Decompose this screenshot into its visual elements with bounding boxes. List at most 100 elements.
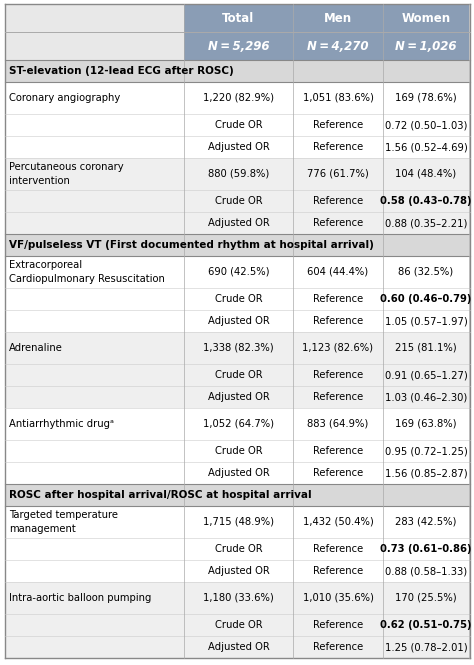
Bar: [383, 114, 469, 136]
Bar: [5, 484, 469, 506]
Bar: [293, 332, 383, 364]
Text: Adjusted OR: Adjusted OR: [208, 392, 269, 402]
Text: Targeted temperature: Targeted temperature: [9, 510, 118, 520]
Text: 0.62 (0.51–0.75): 0.62 (0.51–0.75): [380, 620, 472, 630]
Text: 0.88 (0.35–2.21): 0.88 (0.35–2.21): [385, 218, 467, 228]
Text: 0.58 (0.43–0.78): 0.58 (0.43–0.78): [380, 196, 472, 206]
Bar: [383, 582, 469, 614]
Bar: [184, 114, 293, 136]
Text: management: management: [9, 524, 76, 534]
Bar: [5, 408, 184, 440]
Bar: [5, 212, 184, 234]
Text: 1.03 (0.46–2.30): 1.03 (0.46–2.30): [385, 392, 467, 402]
Bar: [5, 234, 469, 256]
Text: Crude OR: Crude OR: [215, 620, 262, 630]
Bar: [383, 212, 469, 234]
Bar: [5, 538, 184, 560]
Text: Adjusted OR: Adjusted OR: [208, 142, 269, 152]
Bar: [383, 4, 469, 32]
Bar: [5, 332, 184, 364]
Bar: [5, 158, 184, 190]
Bar: [184, 386, 293, 408]
Text: 1,123 (82.6%): 1,123 (82.6%): [302, 343, 374, 353]
Bar: [293, 82, 383, 114]
Text: 604 (44.4%): 604 (44.4%): [308, 267, 369, 277]
Text: ROSC after hospital arrival/ROSC at hospital arrival: ROSC after hospital arrival/ROSC at hosp…: [9, 490, 311, 500]
Bar: [383, 538, 469, 560]
Text: 1,180 (33.6%): 1,180 (33.6%): [203, 593, 274, 603]
Bar: [383, 288, 469, 310]
Text: Adjusted OR: Adjusted OR: [208, 316, 269, 326]
Bar: [293, 462, 383, 484]
Text: Crude OR: Crude OR: [215, 446, 262, 456]
Bar: [184, 4, 293, 32]
Bar: [5, 636, 184, 658]
Bar: [383, 364, 469, 386]
Bar: [184, 440, 293, 462]
Bar: [293, 440, 383, 462]
Text: 1,220 (82.9%): 1,220 (82.9%): [203, 93, 274, 103]
Bar: [184, 32, 293, 60]
Bar: [184, 332, 293, 364]
Bar: [293, 190, 383, 212]
Bar: [293, 4, 383, 32]
Text: 0.60 (0.46–0.79): 0.60 (0.46–0.79): [380, 294, 472, 304]
Bar: [184, 158, 293, 190]
Text: Reference: Reference: [313, 544, 363, 554]
Bar: [293, 288, 383, 310]
Text: 1,010 (35.6%): 1,010 (35.6%): [302, 593, 374, 603]
Text: Coronary angiography: Coronary angiography: [9, 93, 120, 103]
Text: 1,715 (48.9%): 1,715 (48.9%): [203, 517, 274, 527]
Text: Adjusted OR: Adjusted OR: [208, 642, 269, 652]
Text: 883 (64.9%): 883 (64.9%): [307, 419, 369, 429]
Bar: [293, 408, 383, 440]
Bar: [5, 440, 184, 462]
Bar: [293, 136, 383, 158]
Bar: [383, 408, 469, 440]
Text: N = 4,270: N = 4,270: [307, 39, 369, 53]
Bar: [383, 440, 469, 462]
Bar: [293, 506, 383, 538]
Bar: [5, 190, 184, 212]
Bar: [383, 158, 469, 190]
Text: intervention: intervention: [9, 176, 70, 186]
Bar: [184, 506, 293, 538]
Text: Women: Women: [401, 11, 451, 25]
Bar: [293, 560, 383, 582]
Text: 1.25 (0.78–2.01): 1.25 (0.78–2.01): [385, 642, 467, 652]
Text: 1,338 (82.3%): 1,338 (82.3%): [203, 343, 274, 353]
Text: Reference: Reference: [313, 370, 363, 380]
Text: Antiarrhythmic drugᵃ: Antiarrhythmic drugᵃ: [9, 419, 114, 429]
Bar: [383, 136, 469, 158]
Text: Reference: Reference: [313, 294, 363, 304]
Bar: [184, 538, 293, 560]
Text: Reference: Reference: [313, 620, 363, 630]
Text: Reference: Reference: [313, 120, 363, 130]
Text: Crude OR: Crude OR: [215, 120, 262, 130]
Text: 0.88 (0.58–1.33): 0.88 (0.58–1.33): [385, 566, 467, 576]
Text: Adjusted OR: Adjusted OR: [208, 468, 269, 478]
Text: 104 (48.4%): 104 (48.4%): [395, 169, 456, 179]
Bar: [293, 386, 383, 408]
Text: VF/pulseless VT (First documented rhythm at hospital arrival): VF/pulseless VT (First documented rhythm…: [9, 240, 374, 250]
Bar: [184, 636, 293, 658]
Bar: [5, 386, 184, 408]
Text: 1,051 (83.6%): 1,051 (83.6%): [302, 93, 374, 103]
Text: ST-elevation (12-lead ECG after ROSC): ST-elevation (12-lead ECG after ROSC): [9, 66, 234, 76]
Text: N = 5,296: N = 5,296: [208, 39, 269, 53]
Text: 283 (42.5%): 283 (42.5%): [395, 517, 456, 527]
Bar: [184, 136, 293, 158]
Text: N = 1,026: N = 1,026: [395, 39, 457, 53]
Bar: [293, 310, 383, 332]
Bar: [184, 288, 293, 310]
Text: Reference: Reference: [313, 196, 363, 206]
Bar: [293, 614, 383, 636]
Text: Reference: Reference: [313, 392, 363, 402]
Text: Reference: Reference: [313, 446, 363, 456]
Text: Crude OR: Crude OR: [215, 370, 262, 380]
Bar: [383, 82, 469, 114]
Bar: [293, 538, 383, 560]
Text: Cardiopulmonary Resuscitation: Cardiopulmonary Resuscitation: [9, 274, 165, 284]
Bar: [293, 158, 383, 190]
Text: Reference: Reference: [313, 142, 363, 152]
